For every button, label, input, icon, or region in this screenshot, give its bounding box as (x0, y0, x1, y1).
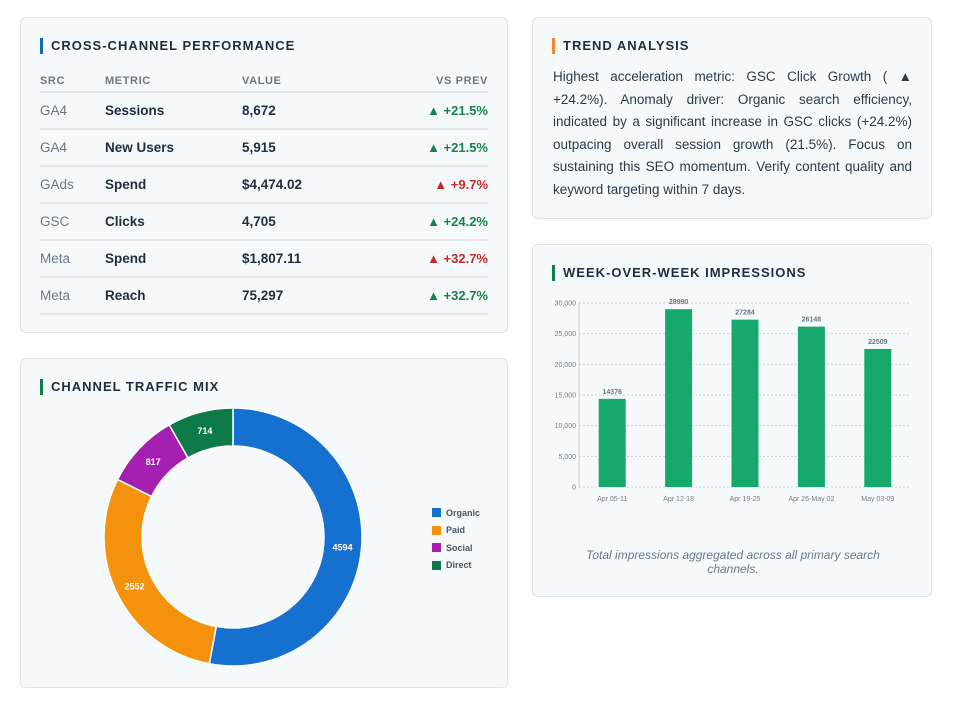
bar-value-label: 27284 (735, 310, 755, 317)
performance-card: CROSS-CHANNEL PERFORMANCE SRC METRIC VAL… (20, 17, 508, 333)
x-tick-label: Apr 12-18 (663, 496, 694, 503)
x-tick-label: Apr 05-11 (597, 496, 627, 503)
row-metric: Spend (105, 240, 242, 278)
row-delta: ▲ +9.7% (364, 166, 488, 204)
trend-title: TREND ANALYSIS (552, 38, 689, 54)
row-value: 75,297 (242, 277, 365, 315)
legend-swatch (432, 543, 441, 553)
y-tick-label: 20,000 (555, 362, 577, 369)
table-row: GAds Spend $4,474.02 ▲ +9.7% (40, 166, 488, 204)
donut-slice-direct (168, 407, 234, 459)
metric-header: METRIC (105, 68, 242, 93)
bar-value-label: 28990 (669, 299, 689, 306)
y-tick-label: 15,000 (555, 393, 577, 400)
donut-data-label: 2552 (125, 582, 145, 592)
row-src: GAds (40, 166, 105, 204)
bar-4 (864, 348, 892, 487)
row-metric: Reach (105, 277, 242, 315)
row-delta: ▲ +21.5% (364, 129, 488, 167)
traffic-mix-card: CHANNEL TRAFFIC MIX 4594 2552 817 714 Organ… (20, 358, 508, 688)
row-value: 4,705 (242, 203, 365, 241)
legend-swatch (432, 508, 441, 518)
legend-item-paid: Paid (432, 522, 480, 540)
donut-legend: Organic Paid Social Direct (432, 504, 480, 574)
row-value: $4,474.02 (242, 166, 365, 204)
donut-slice-organic (208, 407, 363, 667)
bar-1 (665, 309, 693, 487)
row-src: GSC (40, 203, 105, 241)
donut-chart: 4594 2552 817 714 (103, 407, 363, 667)
table-row: GA4 Sessions 8,672 ▲ +21.5% (40, 92, 488, 130)
bar-2 (731, 319, 759, 487)
y-tick-label: 0 (572, 485, 576, 492)
row-metric: Sessions (105, 92, 242, 130)
y-tick-label: 5,000 (558, 454, 576, 461)
impressions-card: WEEK-OVER-WEEK IMPRESSIONS 0 5,000 10,000 1… (532, 244, 932, 597)
bar-chart: 0 5,000 10,000 15,000 20,000 25,000 30,000 1437… (555, 299, 911, 503)
table-row: Meta Spend $1,807.11 ▲ +32.7% (40, 240, 488, 278)
y-tick-label: 25,000 (555, 331, 577, 338)
performance-table: SRC METRIC VALUE VS PREV GA4 Sessions 8,… (40, 68, 488, 315)
row-delta: ▲ +24.2% (364, 203, 488, 241)
x-tick-label: Apr 19-25 (730, 496, 761, 503)
table-row: GA4 New Users 5,915 ▲ +21.5% (40, 129, 488, 167)
row-src: GA4 (40, 129, 105, 167)
impressions-caption: Total impressions aggregated across all … (586, 548, 880, 576)
legend-swatch (432, 560, 441, 570)
donut-data-label: 4594 (333, 543, 353, 553)
table-header-row: SRC METRIC VALUE VS PREV (40, 68, 488, 93)
vs-prev-header: VS PREV (364, 68, 488, 93)
legend-item-direct: Direct (432, 557, 480, 575)
row-src: Meta (40, 240, 105, 278)
y-tick-label: 10,000 (555, 423, 577, 430)
traffic-mix-title: CHANNEL TRAFFIC MIX (40, 379, 219, 395)
row-value: 5,915 (242, 129, 365, 167)
table-row: Meta Reach 75,297 ▲ +32.7% (40, 277, 488, 315)
donut-data-label: 817 (146, 457, 161, 467)
row-src: Meta (40, 277, 105, 315)
src-header: SRC (40, 68, 105, 93)
performance-title: CROSS-CHANNEL PERFORMANCE (40, 38, 295, 54)
legend-label: Social (446, 542, 473, 553)
legend-label: Organic (446, 507, 481, 518)
row-metric: Spend (105, 166, 242, 204)
row-metric: Clicks (105, 203, 242, 241)
bar-3 (797, 326, 825, 487)
donut-slice-paid (103, 478, 218, 665)
row-delta: ▲ +32.7% (364, 277, 488, 315)
legend-label: Direct (446, 560, 472, 571)
legend-item-social: Social (432, 539, 480, 557)
bar-0 (598, 398, 626, 487)
bar-value-label: 26148 (802, 317, 822, 324)
trend-text: Highest acceleration metric: GSC Click G… (553, 69, 912, 197)
donut-data-label: 714 (197, 426, 212, 436)
row-value: $1,807.11 (242, 240, 365, 278)
value-header: VALUE (242, 68, 365, 93)
legend-swatch (432, 525, 441, 535)
row-value: 8,672 (242, 92, 365, 130)
legend-label: Paid (446, 525, 466, 536)
row-delta: ▲ +32.7% (364, 240, 488, 278)
impressions-title: WEEK-OVER-WEEK IMPRESSIONS (552, 265, 806, 281)
row-metric: New Users (105, 129, 242, 167)
x-tick-label: May 03-09 (861, 496, 894, 503)
bar-value-label: 22509 (868, 339, 888, 346)
x-tick-label: Apr 26-May 02 (788, 496, 834, 503)
legend-item-organic: Organic (432, 504, 480, 522)
table-row: GSC Clicks 4,705 ▲ +24.2% (40, 203, 488, 241)
bar-value-label: 14376 (602, 389, 622, 396)
y-tick-label: 30,000 (555, 301, 577, 308)
row-src: GA4 (40, 92, 105, 130)
trend-card: TREND ANALYSIS Highest acceleration metr… (532, 17, 932, 219)
row-delta: ▲ +21.5% (364, 92, 488, 130)
